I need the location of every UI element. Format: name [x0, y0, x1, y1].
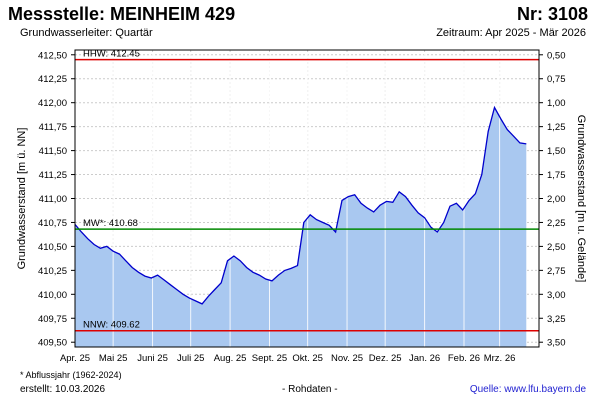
plot-frame — [74, 49, 540, 348]
nnw-label: NNW: 409.62 — [83, 320, 140, 331]
y-tick-label-right: 2,50 — [547, 242, 566, 253]
y-tick-label-left: 410,75 — [38, 218, 67, 229]
mw-label: MW*: 410.68 — [83, 218, 138, 229]
y-tick-label-right: 3,25 — [547, 314, 566, 325]
x-tick-label: Feb. 26 — [448, 353, 480, 364]
y-tick-label-right: 1,00 — [547, 98, 566, 109]
y-tick-label-left: 410,00 — [38, 290, 67, 301]
station-title: Messstelle: MEINHEIM 429 — [8, 4, 236, 24]
created-date: erstellt: 10.03.2026 — [20, 384, 106, 395]
y-tick-label-right: 3,00 — [547, 290, 566, 301]
area-fill — [75, 107, 527, 347]
y-tick-label-right: 1,50 — [547, 146, 566, 157]
series-line — [74, 105, 527, 305]
y-tick-label-left: 411,25 — [39, 170, 67, 181]
y-tick-label-left: 411,75 — [39, 122, 67, 133]
y-tick-label-left: 410,25 — [38, 266, 67, 277]
y-tick-label-right: 1,25 — [547, 122, 566, 133]
hhw-label: HHW: 412.45 — [83, 49, 140, 60]
x-tick-label: Dez. 25 — [369, 353, 402, 364]
y-axis-label-right: Grundwasserstand [m u. Gelände] — [575, 115, 587, 283]
y-tick-label-left: 410,50 — [38, 242, 67, 253]
y-tick-label-right: 3,50 — [547, 338, 566, 349]
period-label: Zeitraum: Apr 2025 - Mär 2026 — [436, 27, 586, 39]
source-link[interactable]: Quelle: www.lfu.bayern.de — [469, 384, 586, 395]
y-tick-label-right: 2,00 — [547, 194, 566, 205]
y-tick-label-right: 1,75 — [547, 170, 566, 181]
y-axis-label-left: Grundwasserstand [m ü. NN] — [16, 128, 28, 270]
y-tick-label-left: 411,50 — [39, 146, 67, 157]
x-tick-label: Jan. 26 — [409, 353, 440, 364]
y-tick-label-left: 409,50 — [38, 338, 67, 349]
x-tick-label: Juni 25 — [137, 353, 168, 364]
x-tick-label: Nov. 25 — [331, 353, 363, 364]
x-tick-label: Juli 25 — [177, 353, 204, 364]
y-tick-label-right: 0,50 — [547, 50, 566, 61]
aquifer-subtitle: Grundwasserleiter: Quartär — [20, 27, 153, 39]
y-tick-label-left: 412,25 — [38, 74, 67, 85]
x-tick-label: Aug. 25 — [214, 353, 247, 364]
rawdata-note: - Rohdaten - — [282, 384, 338, 395]
station-number: Nr: 3108 — [516, 4, 588, 24]
y-tick-label-left: 411,00 — [39, 194, 67, 205]
y-tick-label-left: 412,00 — [38, 98, 67, 109]
y-tick-label-left: 412,50 — [38, 50, 67, 61]
footnote: * Abflussjahr (1962-2024) — [20, 370, 122, 380]
x-tick-label: Mrz. 26 — [484, 353, 516, 364]
y-tick-label-right: 0,75 — [547, 74, 566, 85]
y-tick-label-left: 409,75 — [38, 314, 67, 325]
x-tick-label: Okt. 25 — [292, 353, 323, 364]
x-tick-label: Sept. 25 — [252, 353, 287, 364]
x-tick-label: Mai 25 — [99, 353, 128, 364]
y-tick-label-right: 2,75 — [547, 266, 566, 277]
y-tick-label-right: 2,25 — [547, 218, 566, 229]
x-tick-label: Apr. 25 — [60, 353, 90, 364]
